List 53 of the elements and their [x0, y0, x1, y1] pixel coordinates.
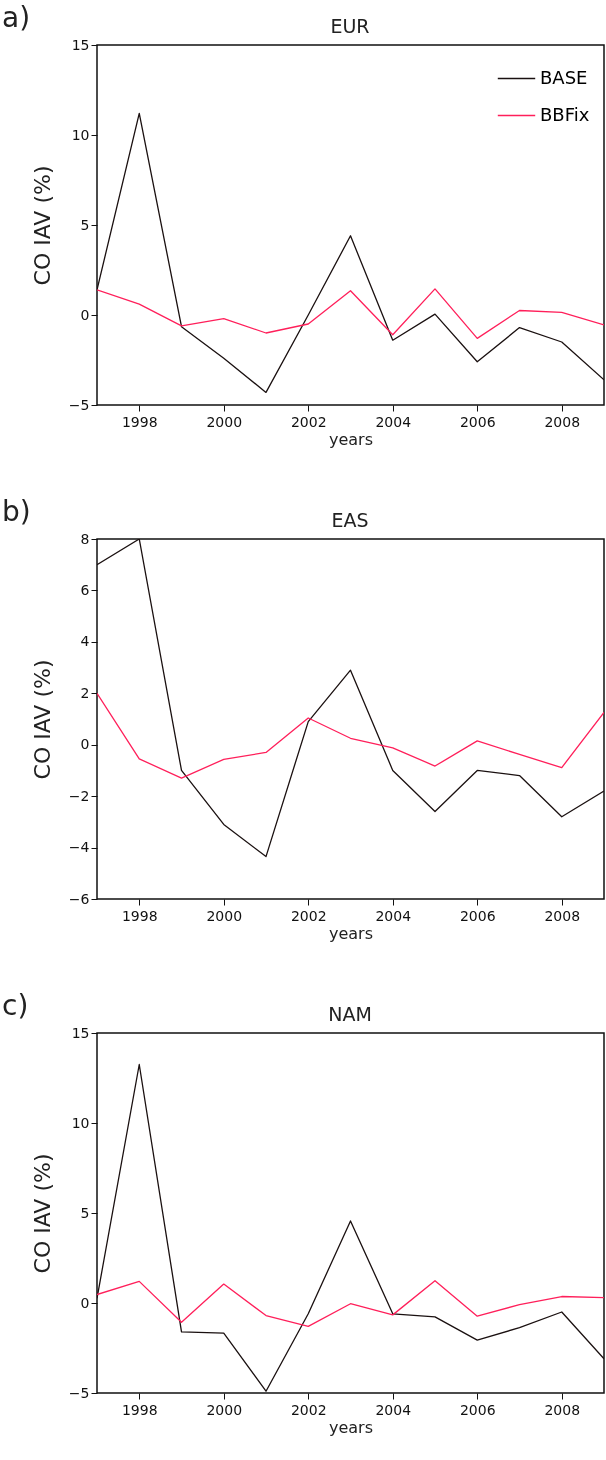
x-tick-label: 2002 [290, 907, 327, 924]
y-tick-label: 0 [80, 736, 90, 753]
line-series [97, 1280, 604, 1328]
legend-label: BASE [540, 66, 588, 88]
x-tick-label: 2004 [375, 1401, 412, 1418]
text: a) [2, 1, 31, 34]
y-tick-label: −4 [68, 839, 90, 856]
legend-label: BBFix [540, 103, 590, 125]
x-axis-title: years [328, 923, 374, 943]
y-tick-label: 10 [71, 1114, 90, 1131]
y-tick-label: 0 [80, 1294, 90, 1311]
x-tick-label: 2000 [206, 1401, 243, 1418]
x-tick-label: 2004 [375, 413, 412, 430]
y-tick-label: 4 [80, 633, 90, 650]
x-axis-title: years [328, 1417, 374, 1437]
x-tick-label: 2006 [459, 413, 496, 430]
y-axis-title: CO IAV (%) [29, 1153, 55, 1274]
x-axis-title: years [328, 429, 374, 449]
x-tick-label: 2000 [206, 413, 243, 430]
y-tick-label: 0 [80, 306, 90, 323]
y-tick-label: −2 [68, 787, 90, 804]
y-tick-label: 5 [80, 216, 90, 233]
x-tick-label: 1998 [121, 907, 158, 924]
y-tick-label: 6 [80, 581, 90, 598]
line-series [97, 692, 604, 779]
y-tick-label: 15 [71, 1024, 90, 1041]
chart-title: EUR [330, 15, 370, 37]
chart-title: NAM [328, 1003, 372, 1025]
line-series [97, 288, 604, 340]
y-axis-title: CO IAV (%) [29, 659, 55, 780]
x-tick-label: 2008 [544, 413, 581, 430]
x-tick-label: 2006 [459, 907, 496, 924]
x-tick-label: 2006 [459, 1401, 496, 1418]
x-tick-label: 2002 [290, 413, 327, 430]
text: c) [2, 989, 29, 1022]
y-tick-label: 8 [80, 530, 90, 547]
x-tick-label: 2004 [375, 907, 412, 924]
x-tick-label: 1998 [121, 413, 158, 430]
y-tick-label: −5 [68, 396, 90, 413]
x-tick-label: 2000 [206, 907, 243, 924]
y-tick-label: 5 [80, 1204, 90, 1221]
y-tick-label: 10 [71, 126, 90, 143]
y-axis-title: CO IAV (%) [29, 165, 55, 286]
x-tick-label: 2002 [290, 1401, 327, 1418]
y-tick-label: 2 [80, 684, 90, 701]
y-tick-label: 15 [71, 36, 90, 53]
chart-title: EAS [331, 509, 369, 531]
x-tick-label: 2008 [544, 907, 581, 924]
x-tick-label: 1998 [121, 1401, 158, 1418]
y-tick-label: −6 [68, 890, 90, 907]
x-tick-label: 2008 [544, 1401, 581, 1418]
y-tick-label: −5 [68, 1384, 90, 1401]
text: b) [2, 495, 31, 528]
